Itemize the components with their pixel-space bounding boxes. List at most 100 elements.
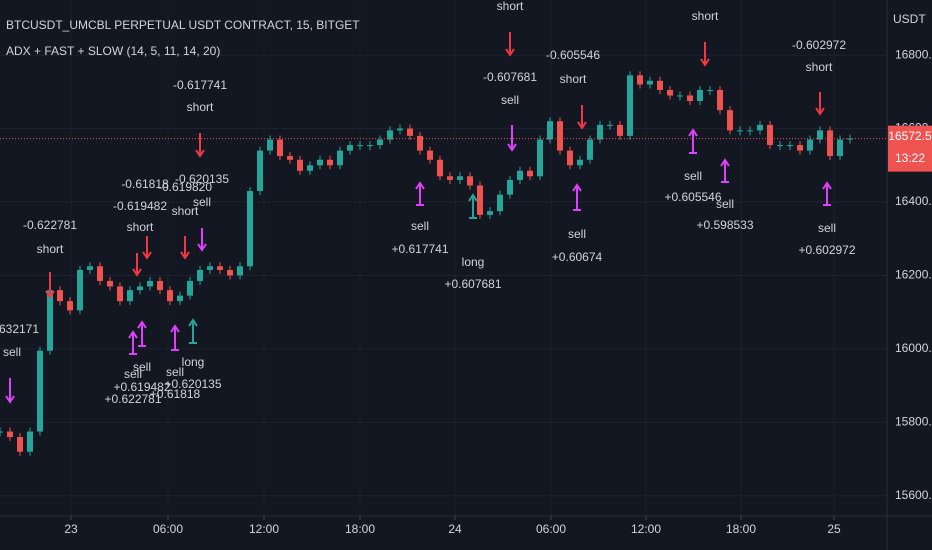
- candle: [527, 170, 533, 177]
- candle: [7, 431, 13, 438]
- candle: [797, 145, 803, 151]
- annotation-text: -0.620135: [175, 172, 229, 186]
- candle: [747, 130, 753, 132]
- chart-title: BTCUSDT_UMCBL PERPETUAL USDT CONTRACT, 1…: [6, 18, 360, 32]
- candle: [847, 138, 853, 140]
- candle: [97, 266, 103, 281]
- candle: [87, 266, 93, 270]
- annotation-text: short: [497, 0, 524, 13]
- x-tick-label: 23: [64, 522, 78, 536]
- candle: [37, 350, 43, 432]
- candle: [247, 190, 253, 267]
- y-tick-label: 16000.0: [895, 341, 932, 355]
- signal-arrow-head: [688, 128, 698, 137]
- candle: [497, 194, 503, 212]
- candle: [347, 145, 353, 151]
- candle: [647, 80, 653, 85]
- candle: [687, 95, 693, 101]
- candle: [397, 128, 403, 131]
- signal-arrow-head: [507, 143, 517, 152]
- candle: [117, 286, 123, 302]
- annotation-text: sell: [568, 227, 586, 241]
- candle: [767, 124, 773, 146]
- candle: [827, 130, 833, 157]
- x-tick-label: 06:00: [153, 522, 183, 536]
- annotation-text: sell: [193, 195, 211, 209]
- candle: [197, 269, 203, 281]
- candle: [637, 75, 643, 85]
- signal-arrow-head: [142, 251, 152, 260]
- candle: [807, 139, 813, 151]
- candle: [567, 150, 573, 166]
- y-tick-label: 16200.0: [895, 268, 932, 282]
- annotation-text: +0.598533: [696, 218, 753, 232]
- annotation-text: sell: [716, 197, 734, 211]
- y-tick-label: 15800.0: [895, 415, 932, 429]
- signal-arrow-head: [128, 330, 138, 339]
- candle: [517, 170, 523, 180]
- candle: [727, 110, 733, 131]
- signal-arrow-head: [45, 290, 55, 299]
- candle: [467, 176, 473, 186]
- candle: [737, 130, 743, 132]
- signal-arrow-head: [188, 318, 198, 327]
- countdown-label: 13:22: [895, 151, 925, 165]
- annotation-text: short: [127, 220, 154, 234]
- candle: [267, 139, 273, 151]
- annotation-text: -0.632171: [0, 322, 39, 336]
- annotation-text: long: [462, 255, 485, 269]
- candle: [287, 156, 293, 160]
- x-tick-label: 18:00: [345, 522, 375, 536]
- candle: [427, 150, 433, 160]
- candle: [657, 80, 663, 90]
- candle: [777, 145, 783, 147]
- candle: [717, 89, 723, 111]
- candle: [277, 139, 283, 157]
- signal-arrow-head: [815, 107, 825, 116]
- annotation-text: sell: [818, 221, 836, 235]
- signal-arrow-head: [822, 181, 832, 190]
- candle: [57, 290, 63, 302]
- signal-arrow-head: [415, 181, 425, 190]
- signal-arrow-head: [195, 149, 205, 158]
- signal-arrow-head: [577, 121, 587, 130]
- candle: [577, 159, 583, 166]
- candle: [107, 280, 113, 287]
- candle: [127, 290, 133, 302]
- annotation-text: +0.60674: [552, 250, 603, 264]
- candle: [607, 124, 613, 126]
- candle: [137, 286, 143, 291]
- signal-arrow-head: [468, 193, 478, 202]
- signal-arrow-head: [700, 58, 710, 67]
- candle: [157, 280, 163, 291]
- candle: [407, 128, 413, 136]
- signal-arrow-head: [197, 243, 207, 252]
- candle: [317, 159, 323, 166]
- x-tick-label: 12:00: [249, 522, 279, 536]
- candle: [667, 89, 673, 96]
- x-tick-label: 18:00: [726, 522, 756, 536]
- candle: [77, 269, 83, 311]
- candle: [67, 301, 73, 311]
- candle: [0, 431, 3, 433]
- candle: [597, 124, 603, 140]
- annotation-text: +0.602972: [798, 243, 855, 257]
- candle: [477, 185, 483, 215]
- candle: [627, 75, 633, 136]
- annotation-text: +0.622781: [104, 392, 161, 406]
- candle: [447, 176, 453, 180]
- candle: [297, 159, 303, 171]
- candle: [237, 266, 243, 276]
- annotation-text: sell: [501, 93, 519, 107]
- annotation-text: sell: [411, 219, 429, 233]
- annotation-text: short: [692, 9, 719, 23]
- candle: [307, 165, 313, 171]
- annotation-text: +0.605546: [664, 190, 721, 204]
- candle: [547, 121, 553, 140]
- candle: [677, 95, 683, 97]
- x-tick-label: 12:00: [631, 522, 661, 536]
- annotation-text: short: [806, 60, 833, 74]
- candle: [587, 139, 593, 160]
- y-tick-label: 15600.0: [895, 488, 932, 502]
